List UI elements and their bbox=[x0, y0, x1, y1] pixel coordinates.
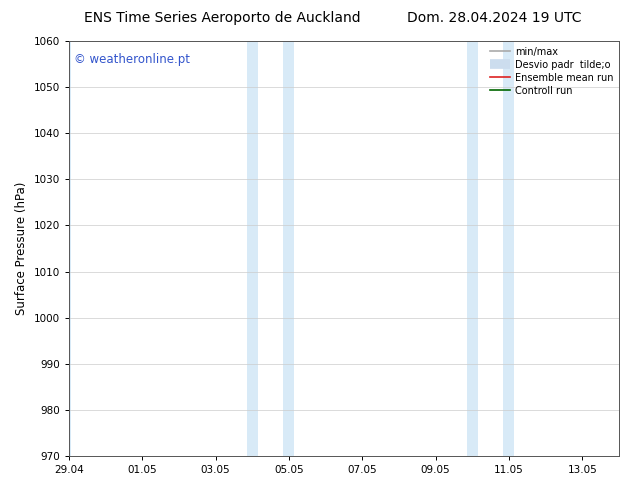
Bar bbox=[283, 41, 294, 456]
Y-axis label: Surface Pressure (hPa): Surface Pressure (hPa) bbox=[15, 182, 28, 315]
Bar bbox=[503, 41, 514, 456]
Text: © weatheronline.pt: © weatheronline.pt bbox=[74, 53, 190, 67]
Bar bbox=[247, 41, 258, 456]
Legend: min/max, Desvio padr  tilde;o, Ensemble mean run, Controll run: min/max, Desvio padr tilde;o, Ensemble m… bbox=[486, 43, 617, 99]
Text: Dom. 28.04.2024 19 UTC: Dom. 28.04.2024 19 UTC bbox=[407, 11, 582, 25]
Text: ENS Time Series Aeroporto de Auckland: ENS Time Series Aeroporto de Auckland bbox=[84, 11, 360, 25]
Bar bbox=[63, 41, 70, 456]
Bar bbox=[467, 41, 478, 456]
